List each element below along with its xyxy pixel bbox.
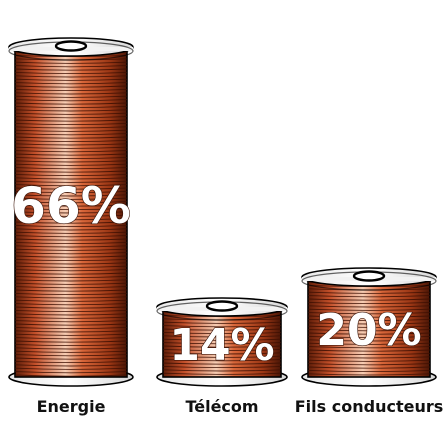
spools-group: 66% 14% 20% [8,37,437,387]
spool-hole-2 [352,270,386,282]
spool-hole-1 [205,300,239,312]
spool-winding-0 [14,51,128,377]
category-label-1: Télécom [185,397,258,416]
spool-hole-0 [54,40,88,52]
category-labels: Energie Télécom Fils conducteurs [37,397,444,416]
spool-1: 14% [156,297,288,387]
category-label-2: Fils conducteurs [295,397,444,416]
value-label-0: 66% [11,177,131,235]
category-label-0: Energie [37,397,106,416]
spool-0: 66% [8,37,134,387]
value-label-1: 14% [169,320,274,371]
spool-2: 20% [301,267,437,387]
value-label-2: 20% [316,305,421,356]
spool-winding-1 [162,311,282,375]
